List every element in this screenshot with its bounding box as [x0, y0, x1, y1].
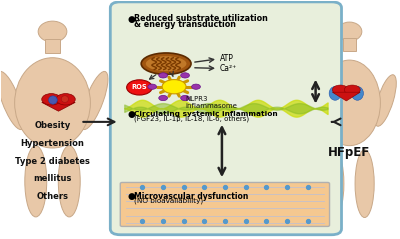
Ellipse shape — [352, 87, 364, 100]
Polygon shape — [332, 92, 360, 101]
Ellipse shape — [374, 75, 396, 126]
Circle shape — [332, 85, 348, 95]
Ellipse shape — [25, 146, 47, 217]
Ellipse shape — [303, 75, 324, 126]
FancyBboxPatch shape — [45, 39, 60, 53]
Text: Others: Others — [36, 192, 68, 201]
Circle shape — [181, 73, 190, 78]
Text: ATP: ATP — [220, 54, 234, 63]
Text: mellitus: mellitus — [33, 174, 72, 183]
Circle shape — [162, 80, 186, 94]
Ellipse shape — [81, 71, 108, 130]
Text: NLPR3
inflammasome: NLPR3 inflammasome — [185, 96, 237, 109]
Circle shape — [56, 94, 75, 105]
FancyBboxPatch shape — [110, 2, 342, 235]
FancyBboxPatch shape — [343, 38, 356, 51]
Circle shape — [159, 73, 168, 78]
Circle shape — [159, 95, 168, 101]
Text: & energy transduction: & energy transduction — [134, 20, 236, 29]
Ellipse shape — [48, 96, 57, 104]
Text: Obesity: Obesity — [34, 121, 71, 130]
Circle shape — [42, 94, 61, 105]
Text: Reduced substrate utilization: Reduced substrate utilization — [134, 14, 268, 23]
Text: ●: ● — [128, 15, 135, 24]
Ellipse shape — [325, 150, 344, 217]
Text: (FGF23, IL-1β, IL-18, IL-6, others): (FGF23, IL-1β, IL-18, IL-6, others) — [134, 115, 249, 122]
Ellipse shape — [318, 60, 380, 146]
Ellipse shape — [145, 56, 187, 72]
Ellipse shape — [38, 21, 67, 42]
Ellipse shape — [141, 53, 191, 74]
Text: HFpEF: HFpEF — [328, 146, 371, 159]
Text: ●: ● — [128, 110, 135, 119]
Ellipse shape — [355, 150, 374, 217]
Circle shape — [181, 95, 190, 101]
Circle shape — [148, 84, 156, 89]
FancyBboxPatch shape — [120, 182, 330, 226]
Ellipse shape — [61, 96, 68, 102]
Text: ROS: ROS — [132, 84, 147, 90]
Polygon shape — [42, 102, 75, 111]
Ellipse shape — [58, 146, 80, 217]
Ellipse shape — [337, 22, 362, 41]
Ellipse shape — [0, 71, 24, 130]
Circle shape — [344, 85, 360, 95]
Text: (NO bioavailability): (NO bioavailability) — [134, 198, 203, 204]
Text: Type 2 diabetes: Type 2 diabetes — [15, 157, 90, 166]
Text: Circulating systemic inflammation: Circulating systemic inflammation — [134, 111, 278, 117]
Text: Microvascular dysfunction: Microvascular dysfunction — [134, 191, 249, 201]
Circle shape — [127, 80, 152, 95]
Ellipse shape — [15, 58, 90, 148]
Text: Ca²⁺: Ca²⁺ — [220, 64, 237, 73]
Circle shape — [192, 84, 200, 89]
Text: ●: ● — [128, 192, 135, 201]
Text: Hypertension: Hypertension — [20, 139, 84, 148]
Ellipse shape — [329, 87, 341, 100]
